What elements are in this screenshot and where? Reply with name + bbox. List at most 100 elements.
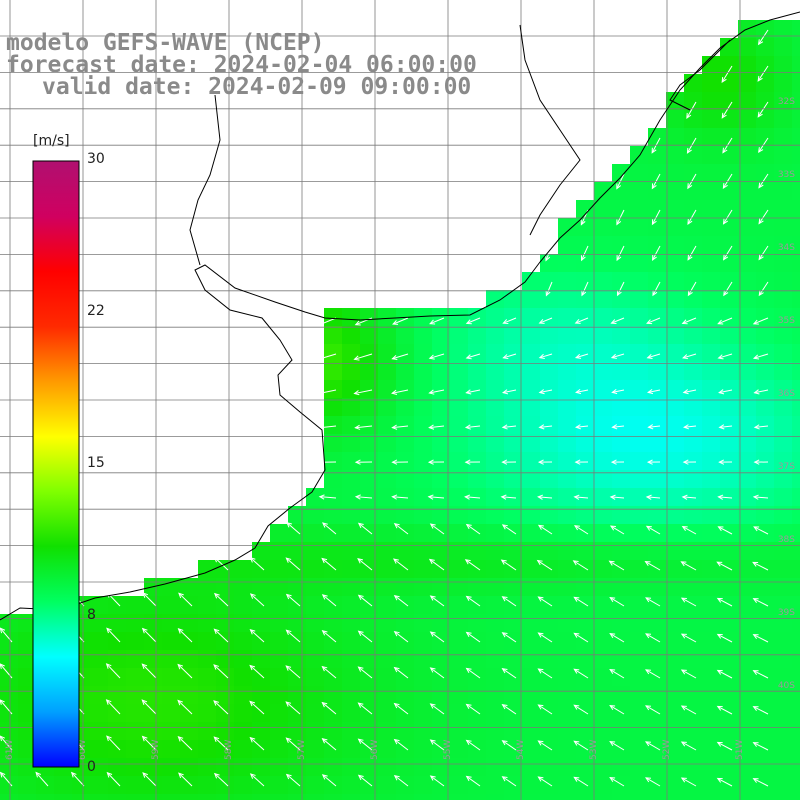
wind-cell — [270, 524, 289, 543]
wind-arrow — [141, 699, 157, 715]
wind-arrow — [680, 633, 697, 643]
wind-cell — [738, 452, 757, 471]
wind-cell — [738, 704, 757, 723]
wind-arrow — [465, 775, 481, 787]
wind-cell — [396, 452, 415, 471]
wind-cell — [360, 722, 379, 741]
wind-arrow — [357, 702, 373, 715]
wind-cell — [702, 236, 721, 255]
wind-cell — [594, 380, 613, 399]
wind-cell — [576, 236, 595, 255]
wind-cell — [612, 200, 631, 219]
wind-arrow — [680, 597, 697, 607]
wind-arrow — [758, 245, 769, 261]
wind-cell — [702, 470, 721, 489]
wind-cell — [558, 740, 577, 759]
wind-cell — [180, 686, 199, 705]
wind-cell — [756, 218, 775, 237]
wind-cell — [450, 524, 469, 543]
wind-arrow — [501, 389, 517, 395]
wind-cell — [0, 794, 19, 800]
wind-cell — [522, 542, 541, 561]
wind-cell — [450, 758, 469, 777]
wind-arrow — [285, 701, 301, 715]
wind-arrow — [573, 704, 589, 715]
wind-cell — [540, 380, 559, 399]
wind-cell — [702, 740, 721, 759]
wind-cell — [792, 128, 800, 147]
wind-cell — [630, 218, 649, 237]
wind-cell — [774, 236, 793, 255]
wind-cell — [792, 20, 800, 39]
wind-cell — [756, 596, 775, 615]
wind-arrow — [753, 389, 769, 395]
wind-cell — [72, 794, 91, 800]
colorbar-tick-30: 30 — [87, 151, 105, 167]
wind-cell — [486, 560, 505, 579]
lat-label: 37S — [778, 462, 795, 472]
wind-cell — [756, 416, 775, 435]
wind-cell — [702, 722, 721, 741]
wind-arrow — [318, 459, 337, 465]
wind-arrow — [500, 559, 517, 571]
wind-arrow — [357, 666, 373, 679]
wind-cell — [666, 434, 685, 453]
wind-cell — [468, 758, 487, 777]
wind-cell — [756, 254, 775, 273]
wind-arrow — [645, 494, 661, 500]
colorbar-tick-15: 15 — [87, 455, 105, 471]
wind-cell — [594, 470, 613, 489]
wind-cell — [702, 776, 721, 795]
wind-arrow — [680, 705, 697, 715]
wind-cell — [792, 722, 800, 741]
wind-cell — [558, 632, 577, 651]
wind-arrow — [501, 632, 517, 643]
wind-cell — [414, 578, 433, 597]
wind-arrow — [537, 632, 553, 643]
wind-cell — [540, 452, 559, 471]
wind-cell — [666, 596, 685, 615]
wind-arrow — [249, 700, 265, 715]
wind-cell — [270, 560, 289, 579]
wind-cell — [594, 524, 613, 543]
wind-cell — [666, 362, 685, 381]
wind-cell — [774, 488, 793, 507]
wind-cell — [162, 740, 181, 759]
wind-cell — [414, 308, 433, 327]
wind-cell — [0, 758, 19, 777]
wind-cell — [756, 614, 775, 633]
wind-arrow — [538, 424, 553, 430]
wind-cell — [648, 686, 667, 705]
wind-cell — [540, 650, 559, 669]
wind-cell — [756, 542, 775, 561]
wind-arrow — [70, 771, 85, 787]
wind-cell — [792, 416, 800, 435]
wind-cell — [180, 596, 199, 615]
wind-cell — [684, 434, 703, 453]
wind-arrow — [651, 173, 661, 190]
wind-cell — [774, 20, 793, 39]
wind-arrow — [686, 101, 697, 119]
wind-cell — [666, 794, 685, 800]
wind-cell — [432, 398, 451, 417]
wind-cell — [306, 560, 325, 579]
wind-cell — [594, 758, 613, 777]
wind-cell — [234, 722, 253, 741]
wind-cell — [756, 434, 775, 453]
lon-label: 59W — [151, 740, 161, 760]
wind-cell — [666, 740, 685, 759]
wind-cell — [594, 776, 613, 795]
wind-cell — [198, 740, 217, 759]
wind-cell — [792, 560, 800, 579]
wind-cell — [216, 722, 235, 741]
wind-arrow — [680, 561, 697, 571]
wind-cell — [630, 668, 649, 687]
wind-arrow — [572, 560, 589, 571]
wind-cell — [432, 722, 451, 741]
wind-cell — [270, 794, 289, 800]
wind-cell — [756, 56, 775, 75]
wind-cell — [594, 434, 613, 453]
wind-cell — [198, 704, 217, 723]
wind-cell — [396, 434, 415, 453]
